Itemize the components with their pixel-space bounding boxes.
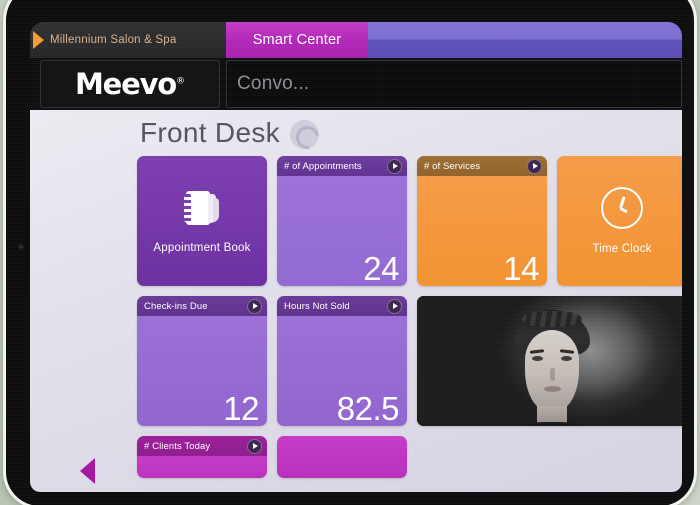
tile-appointment-book[interactable]: Appointment Book bbox=[137, 156, 267, 286]
tab-smart-center-label: Smart Center bbox=[252, 32, 342, 48]
book-icon bbox=[182, 188, 222, 228]
tile-body: 12 bbox=[137, 316, 267, 426]
tile-num-appointments-label: # of Appointments bbox=[284, 160, 362, 172]
front-desk-content: Front Desk Appointment Book bbox=[30, 110, 682, 492]
tile-row: Appointment Book # of Appointments 24 bbox=[137, 156, 682, 286]
tile-header: Check-ins Due bbox=[137, 296, 267, 316]
tile-num-services[interactable]: # of Services 14 bbox=[417, 156, 547, 286]
business-tab[interactable]: Millennium Salon & Spa bbox=[30, 22, 226, 58]
page-title-row: Front Desk bbox=[140, 116, 319, 149]
business-arrow-icon bbox=[33, 31, 44, 49]
tile-time-clock[interactable]: Time Clock bbox=[557, 156, 682, 286]
tile-body bbox=[137, 456, 267, 478]
tile-body: 82.5 bbox=[277, 316, 407, 426]
tile-magenta[interactable] bbox=[277, 436, 407, 478]
tile-header: # Clients Today bbox=[137, 436, 267, 456]
play-icon[interactable] bbox=[387, 298, 402, 314]
tile-check-ins-due-value: 12 bbox=[223, 390, 259, 426]
tab-strip-filler bbox=[368, 22, 682, 58]
clock-icon bbox=[601, 187, 643, 229]
tile-header: # of Services bbox=[417, 156, 547, 176]
collapse-left-arrow-icon[interactable] bbox=[80, 458, 95, 484]
meevo-logo[interactable]: Meevo® bbox=[40, 60, 220, 108]
tile-check-ins-due[interactable]: Check-ins Due 12 bbox=[137, 296, 267, 426]
tile-check-ins-due-label: Check-ins Due bbox=[144, 300, 208, 312]
play-icon[interactable] bbox=[527, 158, 542, 174]
business-name-label: Millennium Salon & Spa bbox=[50, 34, 177, 46]
play-icon[interactable] bbox=[387, 158, 402, 174]
tile-time-clock-label: Time Clock bbox=[592, 243, 652, 255]
tile-hours-not-sold[interactable]: Hours Not Sold 82.5 bbox=[277, 296, 407, 426]
page-title: Front Desk bbox=[140, 116, 280, 148]
tile-appointment-book-label: Appointment Book bbox=[153, 242, 251, 254]
tile-num-appointments[interactable]: # of Appointments 24 bbox=[277, 156, 407, 286]
refresh-icon[interactable] bbox=[289, 120, 319, 149]
tile-num-clients-today[interactable]: # Clients Today bbox=[137, 436, 267, 478]
tile-num-clients-today-label: # Clients Today bbox=[144, 440, 211, 452]
tile-row: Check-ins Due 12 Hours Not Sold bbox=[137, 296, 682, 426]
tile-body: 14 bbox=[417, 176, 547, 286]
play-icon[interactable] bbox=[247, 438, 262, 454]
convo-placeholder-label: Convo... bbox=[237, 73, 310, 94]
tile-body: 24 bbox=[277, 176, 407, 286]
tile-hours-not-sold-value: 82.5 bbox=[336, 390, 400, 426]
device-side-button[interactable] bbox=[18, 244, 24, 250]
tile-num-appointments-value: 24 bbox=[363, 250, 399, 286]
app-header: Meevo® Convo... bbox=[30, 58, 682, 110]
meevo-logo-wordmark: Meevo bbox=[74, 66, 177, 101]
tile-header: Hours Not Sold bbox=[277, 296, 407, 316]
tile-hours-not-sold-label: Hours Not Sold bbox=[284, 300, 350, 312]
tablet-screen: Millennium Salon & Spa Smart Center Meev… bbox=[30, 22, 682, 492]
dashboard-tile-grid: Appointment Book # of Appointments 24 bbox=[137, 156, 682, 488]
tile-header: # of Appointments bbox=[277, 156, 407, 176]
tile-promo-photo[interactable] bbox=[417, 296, 682, 426]
tablet-device: Millennium Salon & Spa Smart Center Meev… bbox=[6, 0, 694, 505]
tile-row: # Clients Today bbox=[137, 436, 682, 478]
convo-search-input[interactable]: Convo... bbox=[226, 60, 682, 108]
tile-num-services-label: # of Services bbox=[424, 160, 481, 172]
tile-num-services-value: 14 bbox=[503, 250, 539, 286]
tab-smart-center[interactable]: Smart Center bbox=[226, 22, 368, 58]
portrait-figure bbox=[504, 310, 600, 426]
meevo-logo-text: Meevo® bbox=[74, 66, 186, 101]
tab-strip: Millennium Salon & Spa Smart Center bbox=[30, 22, 682, 58]
registered-trademark-icon: ® bbox=[176, 75, 186, 86]
play-icon[interactable] bbox=[247, 298, 262, 314]
